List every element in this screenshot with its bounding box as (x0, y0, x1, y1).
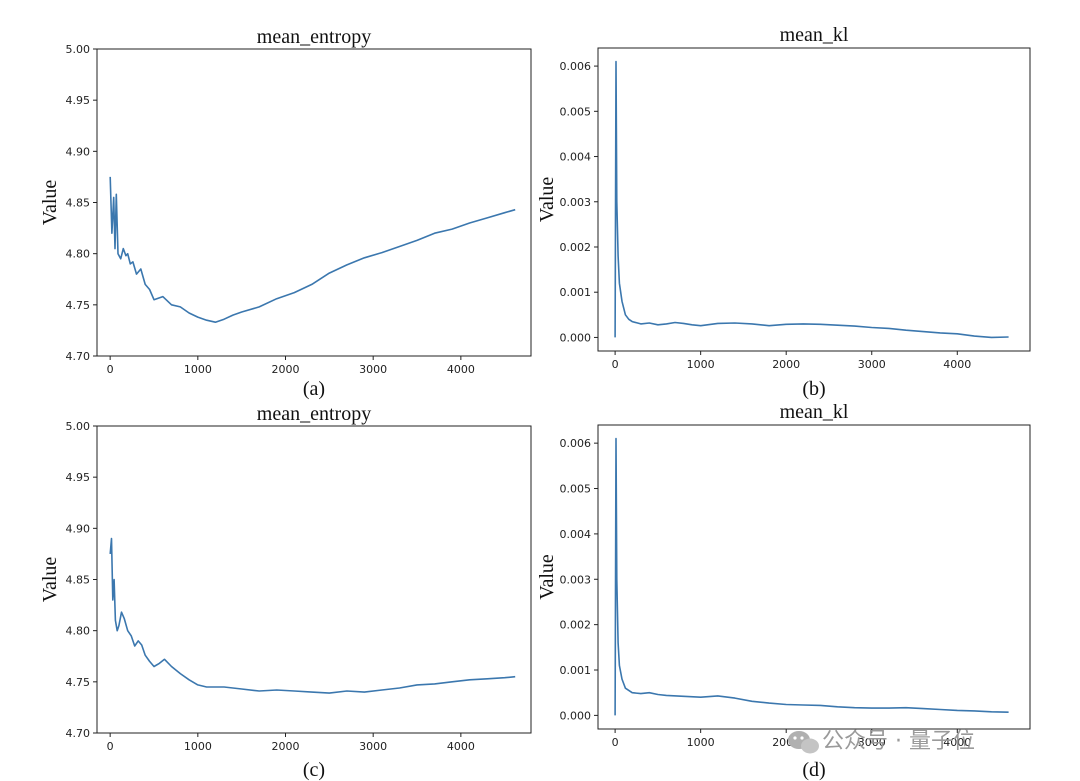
x-tick-label: 4000 (943, 358, 971, 371)
y-axis-label: Value (536, 554, 558, 600)
plot-frame (96, 425, 532, 734)
x-tick-label: 0 (107, 740, 114, 753)
y-tick-label: 4.95 (66, 471, 91, 484)
x-tick-label: 4000 (447, 740, 475, 753)
x-tick-label: 2000 (772, 358, 800, 371)
y-tick-label: 4.80 (66, 625, 91, 638)
y-tick-label: 4.80 (66, 248, 91, 261)
x-tick-label: 4000 (943, 736, 971, 749)
x-tick-label: 0 (107, 363, 114, 376)
watermark: 公众号 · 量子位 (788, 729, 975, 754)
y-tick-label: 4.70 (66, 350, 91, 363)
y-tick-label: 0.002 (560, 619, 592, 632)
y-tick-label: 4.85 (66, 197, 91, 210)
x-tick-label: 4000 (447, 363, 475, 376)
y-tick-label: 0.002 (560, 241, 592, 254)
panel-caption: (a) (303, 378, 325, 400)
y-tick-label: 4.90 (66, 145, 91, 158)
y-tick-label: 4.70 (66, 727, 91, 740)
y-tick-label: 0.003 (560, 196, 592, 209)
y-tick-label: 4.75 (66, 299, 91, 312)
series-line (109, 537, 516, 694)
y-tick-label: 0.005 (560, 483, 592, 496)
x-tick-label: 1000 (687, 358, 715, 371)
y-tick-label: 0.004 (560, 528, 592, 541)
y-tick-label: 4.75 (66, 676, 91, 689)
series-line (614, 60, 1009, 339)
x-tick-label: 0 (612, 358, 619, 371)
plot-frame (597, 424, 1031, 730)
y-tick-label: 0.003 (560, 573, 592, 586)
chart-title: mean_kl (780, 24, 849, 46)
y-tick-label: 0.006 (560, 60, 592, 73)
y-tick-label: 5.00 (66, 420, 91, 433)
y-axis-label: Value (39, 557, 61, 603)
series-line (614, 437, 1009, 716)
x-tick-label: 0 (612, 736, 619, 749)
y-tick-label: 0.000 (560, 709, 592, 722)
chart-panel: mean_kl Value (b) 0 1000 2000 3000 4000 0.000 0.0… (536, 24, 1031, 400)
y-tick-label: 5.00 (66, 43, 91, 56)
x-tick-label: 2000 (272, 740, 300, 753)
panel-caption: (b) (802, 378, 825, 400)
chart-title: mean_kl (780, 401, 849, 423)
panel-caption: (c) (303, 759, 325, 781)
y-tick-label: 0.004 (560, 151, 592, 164)
wechat-icon (788, 731, 819, 754)
watermark-text: 公众号 · 量子位 (822, 729, 975, 754)
x-tick-label: 1000 (687, 736, 715, 749)
plot-frame (597, 47, 1031, 352)
y-axis-label: Value (536, 177, 558, 223)
x-tick-label: 1000 (184, 740, 212, 753)
y-axis-label: Value (39, 180, 61, 226)
series-line (109, 176, 516, 324)
panel-caption: (d) (802, 759, 825, 781)
y-tick-label: 0.000 (560, 331, 592, 344)
y-tick-label: 4.85 (66, 574, 91, 587)
y-tick-label: 4.95 (66, 94, 91, 107)
plot-frame (96, 48, 532, 357)
chart-title: mean_entropy (257, 26, 371, 48)
x-tick-label: 3000 (359, 363, 387, 376)
x-tick-label: 1000 (184, 363, 212, 376)
x-tick-label: 2000 (272, 363, 300, 376)
y-tick-label: 0.001 (560, 664, 592, 677)
y-tick-label: 4.90 (66, 522, 91, 535)
y-tick-label: 0.001 (560, 286, 592, 299)
x-tick-label: 3000 (359, 740, 387, 753)
chart-panel: mean_entropy Value (c) 0 1000 2000 3000 4000 4.7… (39, 403, 532, 781)
chart-title: mean_entropy (257, 403, 371, 425)
x-tick-label: 3000 (858, 358, 886, 371)
x-tick-label: 3000 (858, 736, 886, 749)
y-tick-label: 0.005 (560, 105, 592, 118)
y-tick-label: 0.006 (560, 437, 592, 450)
chart-panel: mean_entropy Value (a) 0 1000 2000 3000 4000 4.7… (39, 26, 532, 400)
